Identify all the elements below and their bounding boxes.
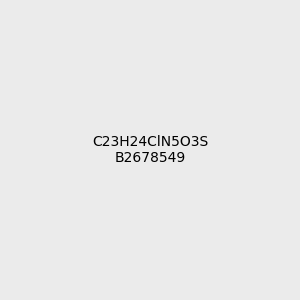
Text: C23H24ClN5O3S
B2678549: C23H24ClN5O3S B2678549 <box>92 135 208 165</box>
